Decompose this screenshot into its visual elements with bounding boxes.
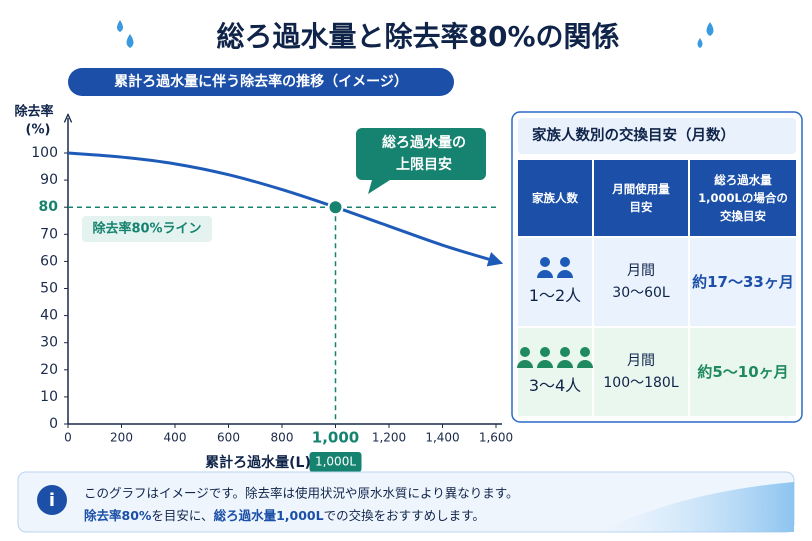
note-segment: での交換をおすすめします。 [324,508,485,523]
header-cell [518,160,592,236]
table: 家族人数別の交換目安（月数） 家族人数 月間使用量目安 総ろ過水量 1,000Lの場合の… [511,111,803,423]
monthly-usage-line: 100～180L [603,375,678,391]
header-cell [690,160,796,236]
y-tick-label: 40 [40,308,58,324]
y-tick-label: 90 [40,172,58,188]
column-header-line: 交換目安 [720,209,766,223]
line-label: 除去率80%ライン [92,221,201,237]
monthly-usage: 月間 30～60L [612,263,670,301]
line-label-bg [82,216,212,242]
callout-bg [356,128,486,194]
x-tick-label: 1,200 [372,431,406,445]
callout-text: 総ろ過水量の [382,134,466,151]
person-icon [577,360,593,368]
column-header: 家族人数 [532,191,578,205]
plot: 0 10 20 30 40 50 60 70 80 90 100 0 200 400 600 800 1,000… [31,118,513,472]
y-tick-label: 100 [31,145,58,161]
column-header: 総ろ過水量 1,000Lの場合の交換目安 [698,173,788,223]
highlight-point [327,199,344,216]
person-icon [537,360,553,368]
monthly-usage-line: 月間 [627,263,655,279]
column-header-line: 1,000Lの場合の [698,191,788,205]
replacement-months: 約5～10ヶ月 [697,363,788,381]
x-tick-label: 1,000 [312,429,359,447]
subtitle: 累計ろ過水量に伴う除去率の推移（イメージ） [114,73,408,90]
y-axis-unit: (%) [26,123,51,138]
info-i: i [49,490,55,511]
column-header-line: 家族人数 [532,191,578,205]
x-tick-label: 1,400 [425,431,459,445]
x-axis-label: 累計ろ過水量(L) [205,454,311,471]
x-tick-label: 1,600 [479,431,513,445]
y-tick-label: 20 [40,362,58,378]
x-tick-label: 200 [110,431,133,445]
person-icon [560,257,570,267]
table-cell [518,328,592,416]
family-size-line: 3～4人 [529,376,581,395]
note-line2: 除去率80%を目安に、総ろ過水量1,000Lでの交換をおすすめします。 [84,508,485,523]
replacement-months: 約17～33ヶ月 [692,273,794,291]
column-header: 月間使用量目安 [611,182,670,214]
y-tick-label: 0 [49,416,58,432]
y-tick-label: 50 [40,281,58,297]
table-cell [594,238,688,326]
table-cell [690,238,796,326]
table-title: 家族人数別の交換目安（月数） [532,126,735,144]
person-icon [517,360,533,368]
family-size: 1～2人 [529,286,581,305]
y-tick-label: 70 [40,226,58,242]
person-icon [537,270,553,278]
person-icon [580,347,590,357]
family-size-line: 1～2人 [529,286,581,305]
note-segment: を目安に、 [151,508,213,523]
person-icon [557,360,573,368]
x-tick-label: 600 [217,431,240,445]
column-header-line: 月間使用量 [611,182,670,196]
callout-text: 上限目安 [396,156,452,173]
monthly-usage: 月間 100～180L [603,353,678,391]
person-icon [540,257,550,267]
replacement-months-line: 約5～10ヶ月 [697,363,788,381]
table-title-bg [518,118,796,154]
replacement-months-line: 約17～33ヶ月 [692,273,794,291]
column-header-line: 目安 [630,200,653,214]
person-icon [557,270,573,278]
line [67,151,504,267]
x-badge-bg [309,452,362,472]
note-segment: 総ろ過水量1,000L [214,508,324,523]
x-badge: 1,000L [315,455,356,469]
person-icon [520,347,530,357]
table-cell [690,328,796,416]
y-tick-label: 60 [40,253,58,269]
info-icon [37,485,67,515]
header-cell [594,160,688,236]
wave [600,482,794,532]
note-segment: 除去率80% [84,508,152,523]
y-axis-label: 除去率 [14,104,53,120]
subtitle-pill [68,68,454,96]
column-header-line: 総ろ過水量 [714,173,772,187]
monthly-usage-line: 30～60L [612,285,670,301]
person-icon [560,347,570,357]
table-cell [594,328,688,416]
y-tick-label: 80 [39,199,59,215]
x-tick-label: 800 [271,431,294,445]
x-tick-label: 400 [164,431,187,445]
family-size: 3～4人 [529,376,581,395]
x-tick-label: 0 [64,431,72,445]
title: 総ろ過水量と除去率80%の関係 [216,20,619,53]
person-icon [540,347,550,357]
note-line1: このグラフはイメージです。除去率は使用状況や原水水質により異なります。 [84,486,519,501]
table-cell [518,238,592,326]
y-tick-label: 30 [40,335,58,351]
monthly-usage-line: 月間 [627,353,655,369]
y-tick-label: 10 [40,389,58,405]
